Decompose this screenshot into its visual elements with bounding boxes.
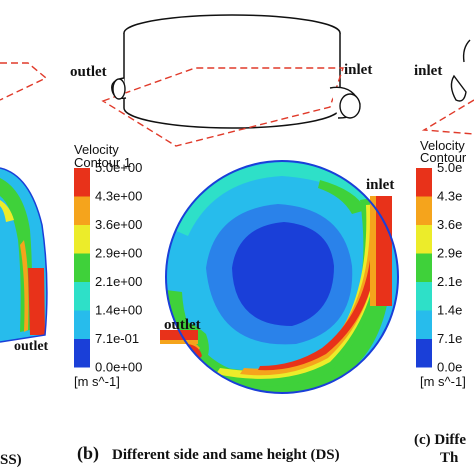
velocity-contour-plot: inlet outlet — [160, 160, 399, 394]
right-panel: inlet Velocity Contour 5.0e 4.3e 3.6e 2.9e 2… — [414, 39, 474, 466]
center-tank-3d: outlet inlet — [70, 14, 372, 147]
left-outlet-label: outlet — [14, 339, 49, 354]
right-legend-swatch — [416, 339, 432, 368]
right-legend-swatch — [416, 168, 432, 197]
right-legend-swatch — [416, 253, 432, 282]
contour-outlet-label: outlet — [164, 317, 201, 333]
contour-top-green-patch — [318, 180, 366, 214]
right-legend-tick-label: 5.0e — [437, 160, 462, 175]
right-legend-title-line2: Contour — [420, 150, 467, 165]
center-panel: outlet inlet Velocity Contour 1 5.0e+00 4… — [70, 14, 399, 464]
legend-tick-label: 2.9e+00 — [95, 246, 142, 261]
left-contour-yellow — [0, 200, 14, 222]
right-legend-tick-label: 0.0e — [437, 360, 462, 375]
left-caption-fragment: SS) — [0, 452, 22, 468]
legend-tick-label: 1.4e+00 — [95, 303, 142, 318]
caption-b-text: Different side and same height (DS) — [112, 447, 340, 463]
legend-swatch — [74, 253, 90, 282]
legend-tick-label: 7.1e-01 — [95, 331, 139, 346]
legend-swatches: 5.0e+00 4.3e+00 3.6e+00 2.9e+00 2.1e+00 1.4e+… — [74, 160, 142, 375]
contour-boundary — [165, 160, 399, 394]
legend-tick-label: 2.1e+00 — [95, 274, 142, 289]
right-tank-outline — [462, 39, 471, 63]
caption-c-line2: Th — [440, 450, 459, 466]
outlet-pipe-left-end — [112, 78, 126, 100]
right-legend-title-line1: Velocity — [420, 138, 465, 153]
left-contour-border — [0, 167, 48, 343]
right-legend-tick-label: 7.1e — [437, 331, 462, 346]
legend-swatch — [74, 196, 90, 225]
right-legend-swatch — [416, 225, 432, 254]
caption-b-letter: (b) — [77, 443, 99, 464]
contour-core-blue — [232, 222, 334, 326]
legend-unit: [m s^-1] — [74, 374, 120, 389]
right-legend-unit: [m s^-1] — [420, 374, 466, 389]
contour-green-top — [174, 162, 378, 236]
right-inlet-label: inlet — [414, 63, 442, 79]
legend-swatch — [74, 339, 90, 368]
right-legend-tick-label: 4.3e — [437, 189, 462, 204]
legend-swatch — [74, 225, 90, 254]
right-legend-swatch — [416, 196, 432, 225]
legend-title-line2: Contour 1 — [74, 155, 131, 170]
right-legend-swatch — [416, 310, 432, 339]
right-legend-swatches: 5.0e 4.3e 3.6e 2.9e 2.1e 1.4e 7.1e 0.0e — [416, 160, 462, 375]
right-legend-tick-label: 1.4e — [437, 303, 462, 318]
left-panel: outlet SS) — [0, 62, 49, 468]
left-contour-green — [0, 178, 32, 332]
right-legend-tick-label: 3.6e — [437, 217, 462, 232]
right-inlet-pipe — [450, 74, 467, 102]
right-tank-plane — [421, 99, 474, 135]
legend-swatch — [74, 282, 90, 311]
top-outlet-label: outlet — [70, 64, 107, 80]
legend-swatch — [74, 168, 90, 197]
tank-body — [123, 33, 341, 129]
contour-inlet-label: inlet — [366, 177, 394, 193]
legend-tick-label: 4.3e+00 — [95, 189, 142, 204]
inlet-pipe-right-end — [339, 93, 361, 119]
right-legend-tick-label: 2.9e — [437, 246, 462, 261]
left-contour-orange — [20, 240, 29, 332]
right-legend-tick-label: 2.1e — [437, 274, 462, 289]
top-inlet-label: inlet — [344, 62, 372, 78]
caption-c-line1: (c) Diffe — [414, 432, 466, 448]
legend-swatch — [74, 310, 90, 339]
left-contour-red — [28, 268, 45, 335]
left-tank-plane — [0, 62, 48, 101]
legend-tick-label: 3.6e+00 — [95, 217, 142, 232]
velocity-legend: Velocity Contour 1 5.0e+00 4.3e+00 3.6e+00… — [74, 142, 142, 389]
legend-tick-label: 0.0e+00 — [95, 360, 142, 375]
legend-tick-label: 5.0e+00 — [95, 160, 142, 175]
right-legend-swatch — [416, 282, 432, 311]
outlet-rect-edge — [160, 340, 198, 344]
legend-title-line1: Velocity — [74, 142, 119, 157]
inlet-jet-edge — [370, 196, 376, 306]
